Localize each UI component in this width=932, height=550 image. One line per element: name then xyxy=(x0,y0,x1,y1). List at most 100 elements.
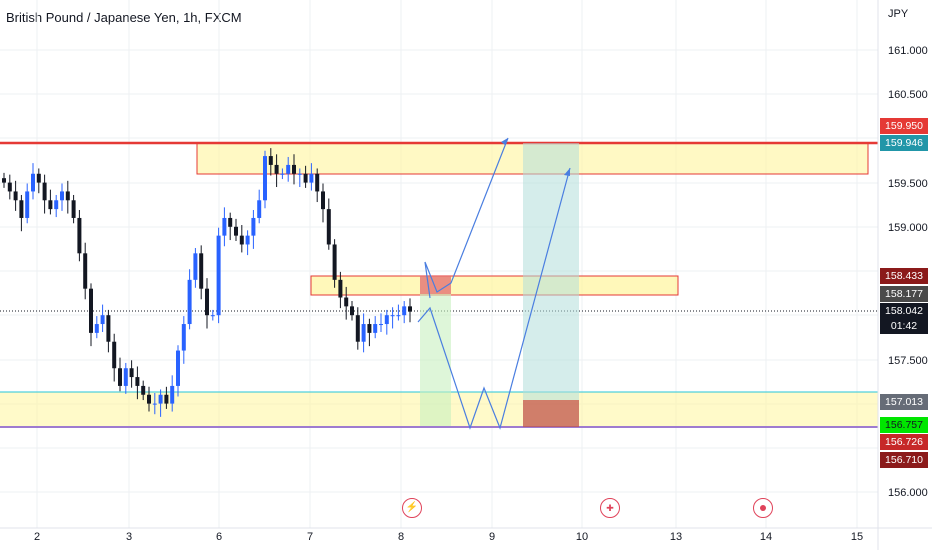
price-tag-upper-zone: 159.946 xyxy=(880,135,928,151)
time-axis-label: 8 xyxy=(398,531,404,543)
candle-body xyxy=(187,279,192,325)
candle-body xyxy=(344,297,349,307)
candle-body xyxy=(373,324,378,333)
candle-body xyxy=(141,385,146,395)
candle-body xyxy=(280,173,285,175)
price-axis-label: 161.000 xyxy=(888,45,928,57)
candle-body xyxy=(31,173,35,192)
candle-body xyxy=(384,315,389,325)
price-tag-support-top: 157.013 xyxy=(880,394,928,410)
candle-body xyxy=(170,385,175,404)
candle-body xyxy=(118,368,122,386)
candle-body xyxy=(123,368,128,386)
candle-body xyxy=(216,235,221,316)
candle-body xyxy=(309,173,314,183)
price-axis-label: 159.000 xyxy=(888,222,928,234)
candles xyxy=(2,148,412,417)
candle-body xyxy=(286,164,291,174)
candle-body xyxy=(100,315,105,325)
candle-body xyxy=(152,403,157,405)
candle-body xyxy=(77,217,82,254)
time-axis-label: 10 xyxy=(576,531,588,543)
time-axis-label: 7 xyxy=(307,531,313,543)
projection-arrow-up xyxy=(501,138,508,145)
candle-body xyxy=(297,173,302,175)
time-axis-label: 3 xyxy=(126,531,132,543)
price-axis-label: 160.500 xyxy=(888,89,928,101)
mid-zone xyxy=(310,275,679,296)
candle-body xyxy=(361,324,366,342)
candle-body xyxy=(379,324,383,326)
candle-body xyxy=(54,200,59,210)
candle-body xyxy=(274,164,279,174)
candle-body xyxy=(222,217,227,236)
time-axis[interactable]: 2 3 6 7 8 9 10 13 14 15 xyxy=(0,527,932,543)
candle-body xyxy=(181,324,186,351)
target-event-icon[interactable] xyxy=(753,498,773,518)
uk-flag-event-icon[interactable]: ✚ xyxy=(600,498,620,518)
candle-body xyxy=(71,200,76,218)
price-tag-support: 156.757 xyxy=(880,417,928,433)
grid xyxy=(0,0,878,528)
lightning-event-icon[interactable]: ⚡ xyxy=(402,498,422,518)
candle-body xyxy=(42,182,47,201)
price-tag-support-bottom: 156.726 xyxy=(880,434,928,450)
long-stop-box xyxy=(420,276,451,294)
candle-body xyxy=(25,191,30,218)
candle-body xyxy=(251,217,256,236)
candle-body xyxy=(210,315,215,317)
price-axis-label: 157.500 xyxy=(888,355,928,367)
candle-body xyxy=(326,209,331,245)
candle-body xyxy=(350,306,354,316)
time-axis-label: 14 xyxy=(760,531,772,543)
candle-body xyxy=(158,394,163,404)
candle-body xyxy=(60,191,64,201)
short-target-box xyxy=(523,143,579,400)
short-stop-box xyxy=(523,400,579,427)
candle-body xyxy=(234,226,238,236)
candle-body xyxy=(135,377,140,386)
candle-body xyxy=(83,253,88,289)
candle-body xyxy=(303,173,308,183)
candle-body xyxy=(176,350,180,386)
candle-body xyxy=(106,315,111,342)
time-axis-label: 9 xyxy=(489,531,495,543)
price-tag-low: 156.710 xyxy=(880,452,928,468)
price-tag-mid-zone-top: 158.433 xyxy=(880,268,928,284)
projection-path-up xyxy=(424,137,509,299)
candle-body xyxy=(65,191,70,201)
time-axis-label: 15 xyxy=(851,531,863,543)
candle-body xyxy=(315,173,320,192)
candle-body xyxy=(338,279,343,298)
candle-body xyxy=(164,394,169,404)
price-axis[interactable]: 161.000 160.500 159.500 159.000 157.500 156.0… xyxy=(877,0,928,550)
candle-body xyxy=(19,200,24,218)
candle-body xyxy=(321,191,325,210)
candle-body xyxy=(390,315,395,317)
currency-label: JPY xyxy=(888,8,909,20)
candle-body xyxy=(193,253,198,280)
candle-body xyxy=(332,244,337,280)
candle-body xyxy=(239,235,244,245)
price-tag-mid-zone-bottom: 158.177 xyxy=(880,286,928,302)
candle-body xyxy=(245,235,250,245)
price-tag-last: 158.042 xyxy=(880,303,928,319)
price-axis-label: 156.000 xyxy=(888,487,928,499)
candle-body xyxy=(292,164,296,174)
candle-body xyxy=(94,324,99,333)
candle-body xyxy=(228,217,233,227)
time-axis-label: 6 xyxy=(216,531,222,543)
candle-body xyxy=(408,306,412,312)
candle-body xyxy=(205,288,209,316)
candle-body xyxy=(147,394,151,404)
candle-body xyxy=(355,315,360,342)
price-axis-label: 159.500 xyxy=(888,178,928,190)
projection-path-down xyxy=(417,167,571,430)
candle-body xyxy=(257,200,262,218)
price-tag-resistance: 159.950 xyxy=(880,118,928,134)
overlays xyxy=(417,137,579,430)
candle-body xyxy=(268,156,273,165)
candle-body xyxy=(199,253,204,289)
projection-arrow-down xyxy=(564,168,570,176)
